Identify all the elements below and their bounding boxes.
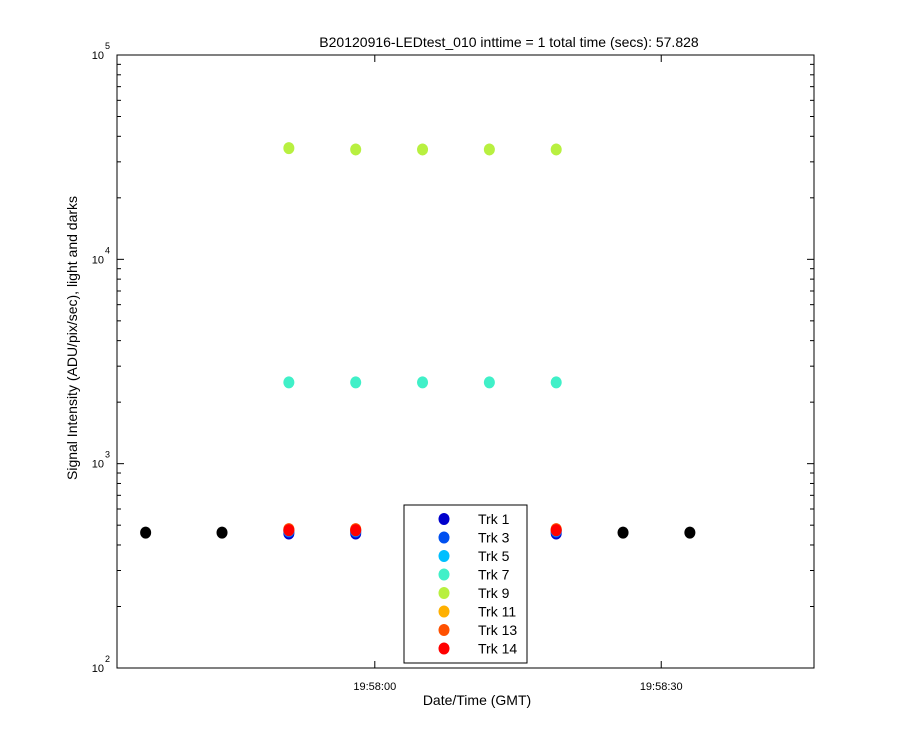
legend-marker	[438, 587, 450, 599]
data-point	[550, 376, 562, 389]
legend-marker	[438, 550, 450, 562]
data-point	[617, 526, 629, 539]
x-axis-label: Date/Time (GMT)	[423, 692, 531, 708]
y-tick-exponent: 5	[105, 41, 110, 51]
data-point	[350, 376, 362, 389]
legend-marker	[438, 513, 450, 525]
data-point	[140, 526, 152, 539]
data-point	[283, 376, 295, 389]
y-axis-label: Signal Intensity (ADU/pix/sec), light an…	[64, 196, 80, 480]
data-point	[483, 376, 495, 389]
y-tick-exponent: 2	[105, 654, 110, 664]
legend-marker	[438, 624, 450, 636]
data-point	[350, 524, 362, 537]
legend-marker	[438, 605, 450, 618]
legend-label: Trk 14	[478, 641, 517, 657]
axis-ticks	[117, 54, 814, 669]
y-tick-label: 10	[92, 663, 104, 675]
data-point	[350, 143, 362, 156]
y-tick-label: 10	[92, 459, 104, 471]
x-tick-label: 19:58:30	[640, 681, 683, 693]
legend-label: Trk 5	[478, 548, 510, 564]
y-tick-label: 10	[92, 50, 104, 62]
legend-marker	[438, 642, 450, 655]
y-tick-exponent: 4	[105, 245, 110, 255]
data-point	[417, 376, 429, 389]
legend-label: Trk 1	[478, 511, 510, 527]
data-point	[283, 142, 295, 155]
data-point	[550, 143, 562, 156]
legend-marker	[438, 568, 450, 581]
data-point	[483, 143, 495, 156]
legend-label: Trk 3	[478, 530, 510, 546]
data-point	[216, 526, 228, 539]
y-tick-label: 10	[92, 254, 104, 266]
chart-title: B20120916-LEDtest_010 inttime = 1 total …	[319, 34, 699, 50]
data-point	[417, 143, 429, 156]
legend-label: Trk 9	[478, 585, 510, 601]
data-point	[550, 524, 562, 537]
legend: Trk 1 Trk 3 Trk 5 Trk 7 Trk 9 Trk 11 Trk 13 Trk…	[403, 504, 528, 664]
legend-label: Trk 13	[478, 622, 517, 638]
data-point	[684, 526, 696, 539]
legend-label: Trk 11	[478, 604, 516, 620]
data-point	[283, 524, 295, 537]
legend-marker	[438, 531, 450, 544]
legend-label: Trk 7	[478, 567, 510, 583]
y-tick-exponent: 3	[105, 450, 110, 460]
x-tick-label: 19:58:00	[353, 681, 396, 693]
legend-box	[403, 504, 528, 664]
